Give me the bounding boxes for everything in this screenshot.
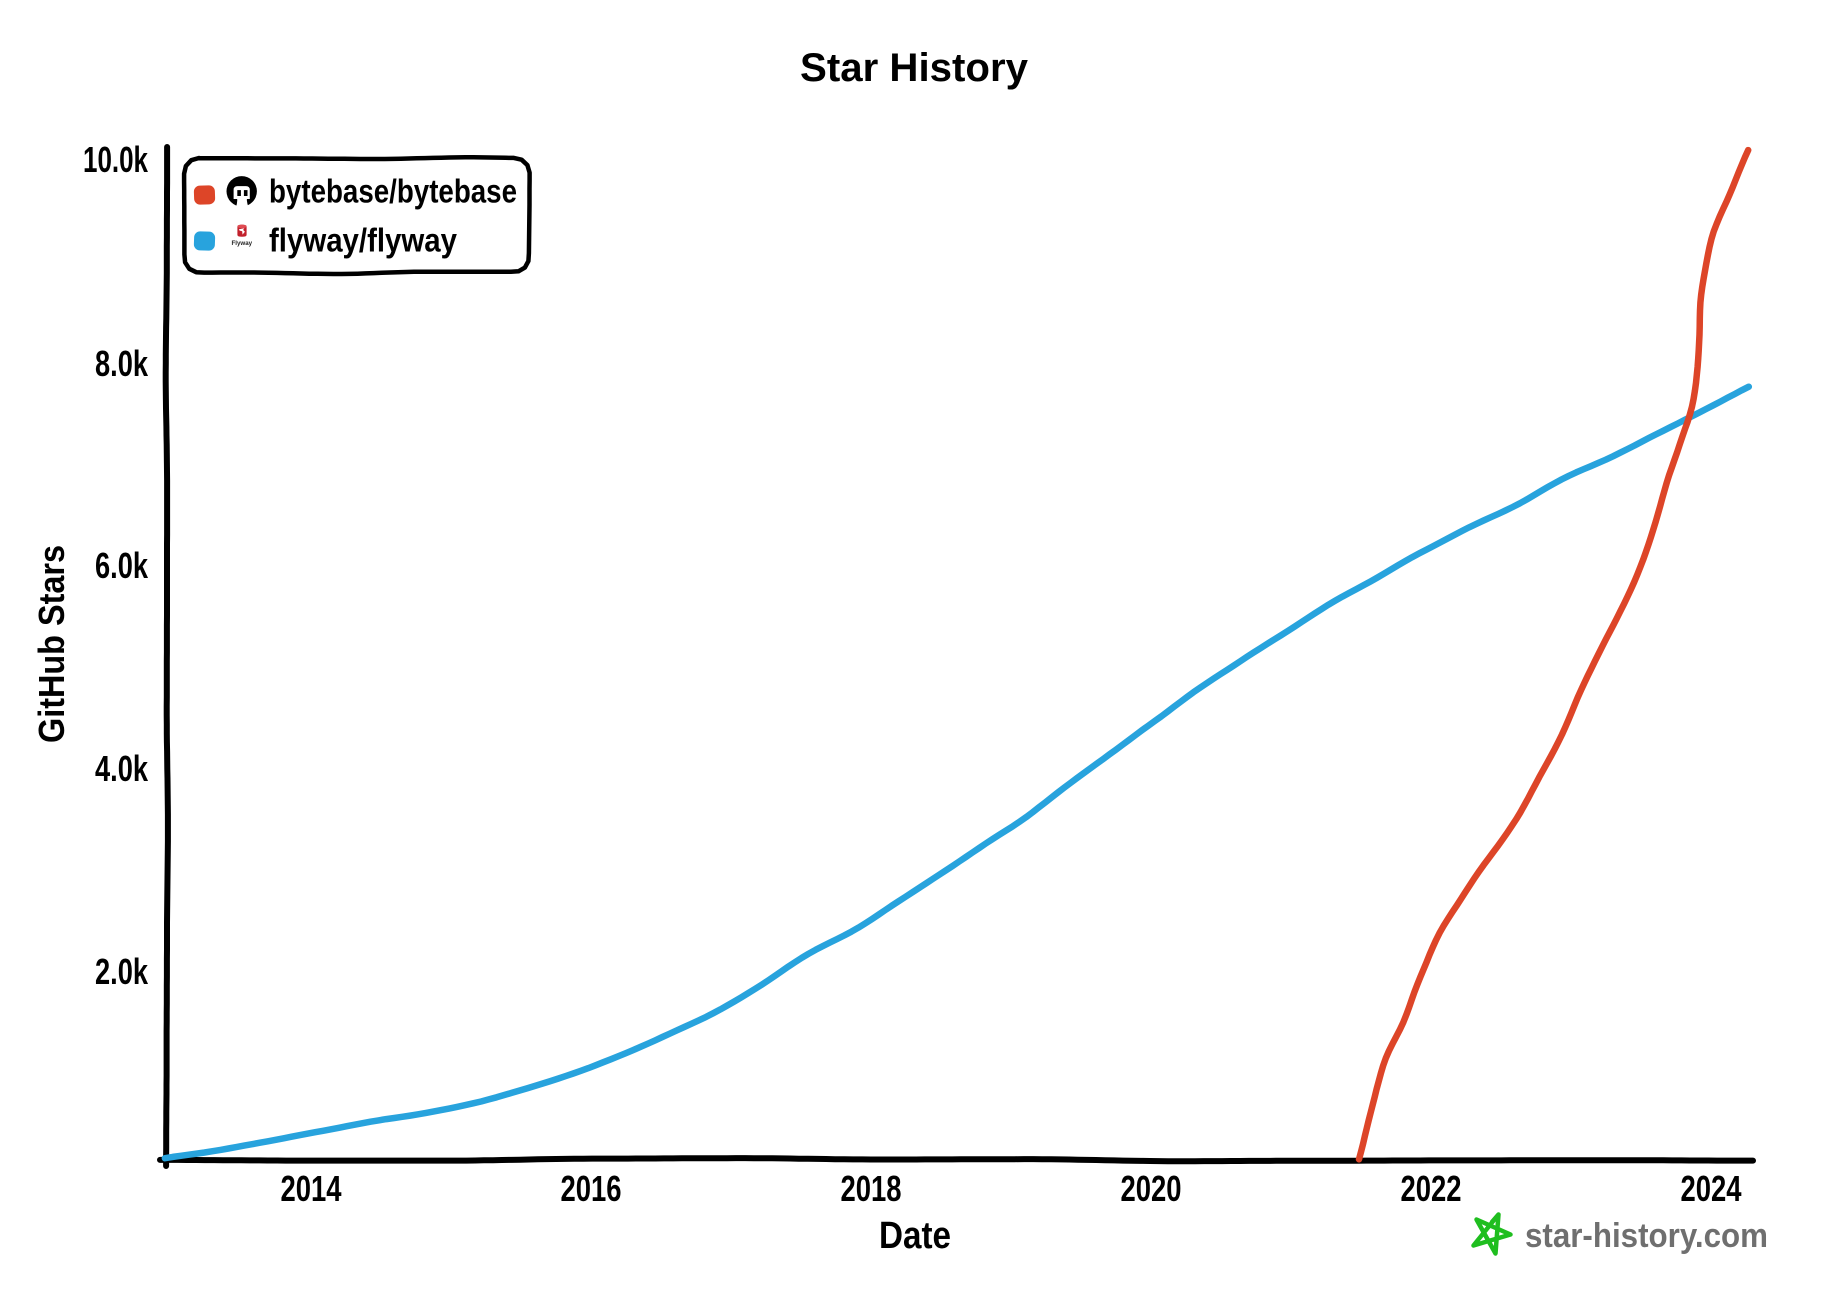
svg-text:bytebase/bytebase: bytebase/bytebase: [269, 173, 517, 210]
svg-text:GitHub Stars: GitHub Stars: [31, 545, 72, 743]
svg-text:2018: 2018: [841, 1168, 902, 1209]
svg-text:2.0k: 2.0k: [95, 951, 149, 992]
svg-text:Date: Date: [879, 1215, 951, 1257]
svg-text:2024: 2024: [1681, 1168, 1742, 1209]
svg-text:2022: 2022: [1401, 1168, 1462, 1209]
svg-text:4.0k: 4.0k: [95, 748, 149, 789]
svg-text:2020: 2020: [1121, 1168, 1182, 1209]
svg-text:flyway/flyway: flyway/flyway: [269, 222, 458, 259]
svg-text:2016: 2016: [561, 1168, 622, 1209]
svg-text:Flyway: Flyway: [231, 240, 252, 247]
svg-text:8.0k: 8.0k: [95, 343, 149, 384]
svg-text:star-history.com: star-history.com: [1525, 1217, 1768, 1255]
svg-text:Star History: Star History: [800, 46, 1029, 90]
svg-text:10.0k: 10.0k: [83, 139, 149, 180]
svg-text:6.0k: 6.0k: [95, 545, 149, 586]
svg-text:2014: 2014: [281, 1168, 342, 1209]
